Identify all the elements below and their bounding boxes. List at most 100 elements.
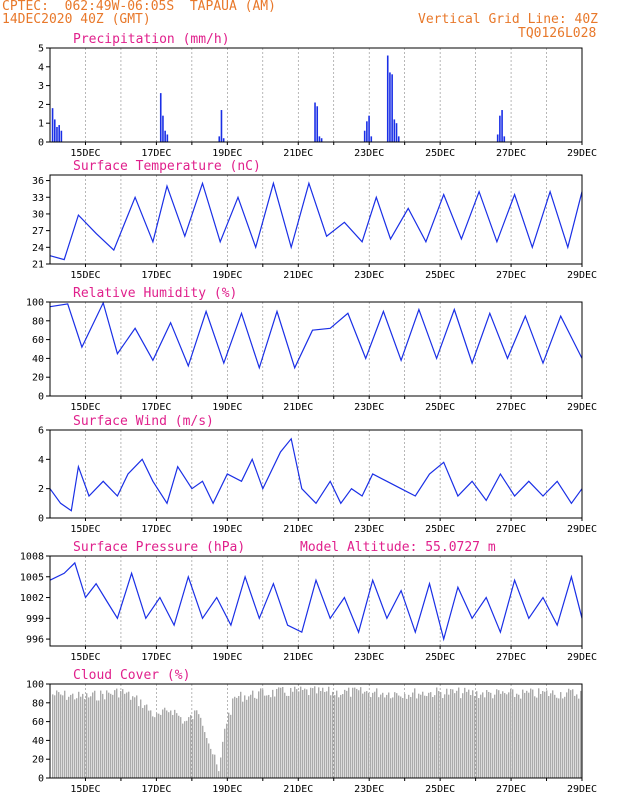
cloud-bar [312,688,314,778]
cloud-bar [106,690,108,778]
cloud-bar [502,691,504,778]
cloud-bar [294,686,296,778]
y-tick-label: 0 [38,392,44,403]
x-tick-label: 19DEC [212,524,242,535]
cloud-bar [202,725,204,778]
cloud-bar [174,709,176,778]
cloud-bar [338,697,340,778]
panel-3: Relative Humidity (%) 0 20 40 60 80 100 15DEC 17… [26,286,597,413]
cloud-bar [352,687,354,778]
cloud-bar [66,699,68,778]
cloud-bar [314,686,316,778]
cloud-bar [430,692,432,778]
cloud-bar [212,754,214,778]
cloud-bar [156,713,158,778]
y-tick-label: 2 [38,484,44,495]
precip-bar [395,123,398,142]
y-tick-label: 1 [38,119,44,130]
cloud-bar [506,694,508,778]
x-tick-label: 19DEC [212,784,242,795]
cloud-bar [220,757,222,778]
x-tick-label: 25DEC [425,524,455,535]
cloud-bar [436,687,438,778]
y-tick-label: 60 [32,335,44,346]
cloud-bar [226,723,228,778]
y-tick-label: 20 [32,373,44,384]
precip-bar [314,102,316,142]
x-tick-label: 27DEC [496,148,526,159]
cloud-bar [560,692,562,778]
cloud-bar [108,692,110,778]
cloud-bar [286,695,288,778]
cloud-bar [386,694,388,778]
cloud-bar [104,699,106,778]
cloud-bar [216,764,218,778]
cloud-bar [326,691,328,778]
cloud-bar [504,693,506,778]
cloud-bar [554,694,556,778]
cloud-bar [306,689,308,778]
cloud-bar [446,688,448,778]
cloud-bar [426,696,428,778]
cloud-bar [88,697,90,778]
cloud-bar [180,717,182,778]
precip-bar [496,134,499,142]
cloud-bar [182,723,184,778]
cloud-bar [214,754,216,778]
precip-bar [162,115,164,142]
cloud-bar [150,710,152,778]
cloud-bar [144,705,146,778]
cloud-bar [384,697,386,778]
y-tick-label: 1002 [20,593,44,604]
cloud-bar [234,696,236,778]
cloud-bar [544,691,546,778]
y-tick-label: 1008 [20,552,44,563]
precip-bar [316,106,319,142]
panel-title: Relative Humidity (%) [73,286,237,301]
cloud-bar [424,695,426,778]
cloud-bar [114,690,116,778]
x-tick-label: 29DEC [567,784,597,795]
cloud-bar [538,688,540,778]
series-line [49,561,583,642]
cloud-bar [132,696,134,778]
precip-bar [391,74,393,142]
y-tick-label: 2 [38,100,44,111]
cloud-bar [86,693,88,778]
cloud-bar [322,687,324,778]
x-tick-label: 17DEC [141,402,171,413]
x-tick-label: 27DEC [496,784,526,795]
x-tick-label: 15DEC [70,402,100,413]
cloud-bar [270,697,272,778]
x-tick-label: 29DEC [567,270,597,281]
cloud-bar [458,687,460,778]
cloud-bar [70,694,72,778]
cloud-bar [72,693,74,778]
panel-frame [49,683,583,779]
cloud-bar [494,694,496,778]
y-tick-label: 4 [38,455,44,466]
cloud-bar [568,688,570,778]
cloud-bar [134,697,136,778]
precip-bar [393,119,396,142]
panel-frame [49,555,583,647]
x-tick-label: 27DEC [496,402,526,413]
cloud-bar [340,694,342,778]
y-tick-label: 40 [32,354,44,365]
cloud-bar [320,691,322,778]
panel-4: Surface Wind (m/s) 0 2 4 6 15DEC 17DEC 19DEC 21D… [38,414,597,535]
cloud-bar [460,698,462,778]
cloud-bar [552,690,554,778]
cloud-bar [368,692,370,778]
y-tick-label: 80 [32,698,44,709]
cloud-bar [406,698,408,778]
cloud-bar [398,695,400,778]
cloud-bar [236,697,238,778]
y-tick-label: 5 [38,44,44,55]
cloud-bar [336,690,338,778]
x-tick-label: 25DEC [425,402,455,413]
x-tick-label: 27DEC [496,270,526,281]
y-tick-label: 100 [26,298,44,309]
precip-bar [363,130,366,142]
